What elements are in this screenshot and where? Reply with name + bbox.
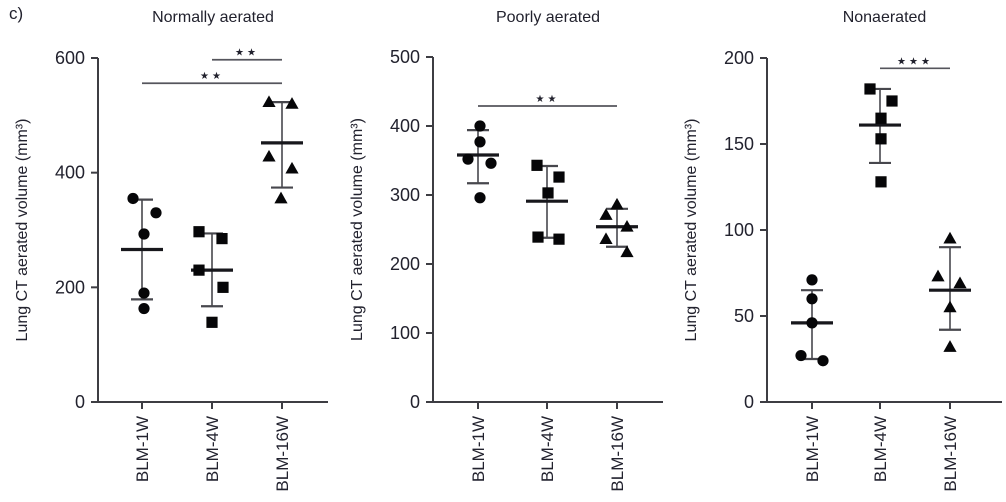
data-point-triangle xyxy=(599,232,613,245)
data-point-square xyxy=(193,264,205,276)
data-point-square xyxy=(531,159,543,171)
data-point-square xyxy=(542,187,554,199)
data-point-triangle xyxy=(620,219,634,232)
y-tick-label: 100 xyxy=(724,220,754,240)
data-point-triangle xyxy=(285,97,299,109)
data-point-triangle xyxy=(931,269,945,282)
data-point-circle xyxy=(474,120,486,132)
x-category-label: BLM-16W xyxy=(941,416,960,492)
data-point-circle xyxy=(474,136,486,148)
data-point-square xyxy=(193,226,205,238)
data-point-circle xyxy=(150,207,162,219)
data-point-circle xyxy=(485,157,497,169)
y-tick-label: 150 xyxy=(724,134,754,154)
data-point-triangle xyxy=(262,149,276,162)
data-point-triangle xyxy=(610,197,624,210)
data-point-triangle xyxy=(953,276,967,289)
data-point-circle xyxy=(806,293,818,305)
x-category-label: BLM-4W xyxy=(538,416,557,482)
data-point-square xyxy=(206,316,218,328)
y-tick-label: 300 xyxy=(390,185,420,205)
y-tick-label: 100 xyxy=(390,323,420,343)
y-tick-label: 400 xyxy=(55,163,85,183)
data-point-triangle xyxy=(262,95,276,108)
data-point-square xyxy=(875,176,887,188)
data-point-square xyxy=(875,112,887,124)
x-category-label: BLM-4W xyxy=(871,416,890,482)
data-point-circle xyxy=(795,349,807,362)
data-point-circle xyxy=(806,274,818,286)
x-category-label: BLM-16W xyxy=(273,416,292,492)
y-tick-label: 600 xyxy=(55,48,85,68)
data-point-triangle xyxy=(943,231,957,244)
chart-title: Nonaerated xyxy=(843,9,927,26)
y-tick-label: 0 xyxy=(410,392,420,412)
data-point-circle xyxy=(138,302,150,315)
data-point-triangle xyxy=(274,191,288,204)
y-tick-label: 50 xyxy=(734,306,754,326)
x-category-label: BLM-1W xyxy=(803,416,822,482)
significance-stars: ★★ xyxy=(536,94,560,105)
data-point-triangle xyxy=(620,245,634,258)
y-tick-label: 200 xyxy=(390,254,420,274)
data-point-square xyxy=(864,83,876,95)
data-point-circle xyxy=(127,192,139,205)
panel-label: c) xyxy=(9,4,24,23)
data-point-triangle xyxy=(599,208,613,220)
data-point-square xyxy=(532,231,544,243)
significance-stars: ★★★ xyxy=(897,56,933,67)
data-point-square xyxy=(217,281,229,293)
chart-title: Normally aerated xyxy=(152,9,274,26)
data-point-square xyxy=(553,171,565,183)
x-category-label: BLM-4W xyxy=(203,416,222,482)
data-point-circle xyxy=(806,317,818,329)
data-point-triangle xyxy=(943,300,957,313)
data-point-triangle xyxy=(943,340,957,352)
y-axis-title: Lung CT aerated volume (mm³) xyxy=(14,119,31,342)
data-point-circle xyxy=(817,355,829,367)
y-axis-title: Lung CT aerated volume (mm³) xyxy=(683,119,700,342)
y-axis-title: Lung CT aerated volume (mm³) xyxy=(349,118,366,341)
chart-title: Poorly aerated xyxy=(496,9,600,26)
y-tick-label: 0 xyxy=(75,392,85,412)
data-point-circle xyxy=(462,153,474,165)
x-category-label: BLM-16W xyxy=(608,416,627,492)
y-tick-label: 0 xyxy=(744,392,754,412)
x-category-label: BLM-1W xyxy=(133,416,152,482)
data-point-square xyxy=(553,233,565,245)
data-point-circle xyxy=(474,192,486,204)
data-point-triangle xyxy=(285,161,299,174)
data-point-circle xyxy=(138,228,150,240)
data-point-square xyxy=(875,133,887,145)
data-point-circle xyxy=(138,287,150,299)
y-tick-label: 400 xyxy=(390,116,420,136)
significance-stars: ★★ xyxy=(235,48,259,59)
y-tick-label: 500 xyxy=(390,47,420,67)
y-tick-label: 200 xyxy=(55,277,85,297)
x-category-label: BLM-1W xyxy=(469,416,488,482)
significance-stars: ★★ xyxy=(200,71,224,82)
y-tick-label: 200 xyxy=(724,48,754,68)
data-point-square xyxy=(886,95,898,107)
data-point-square xyxy=(216,233,228,245)
